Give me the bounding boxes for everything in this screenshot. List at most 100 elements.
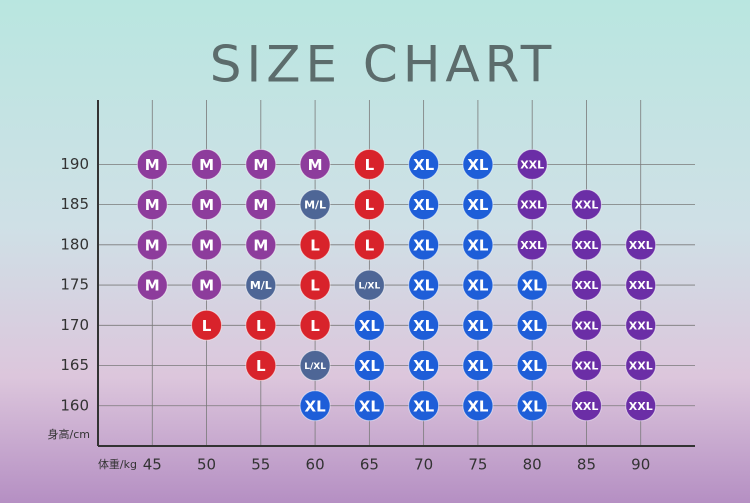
size-label: L — [310, 277, 320, 295]
size-badge — [191, 148, 223, 180]
size-label: M — [145, 196, 160, 214]
size-badge — [408, 390, 440, 422]
size-label: M — [199, 236, 214, 254]
size-label: XL — [467, 236, 489, 254]
size-label: XL — [413, 317, 435, 335]
size-badge — [299, 189, 331, 221]
size-label: XXL — [574, 279, 598, 292]
size-label: L — [365, 196, 375, 214]
size-label: L — [310, 317, 320, 335]
size-badge — [245, 189, 277, 221]
size-badge — [625, 229, 657, 261]
size-label: XL — [467, 357, 489, 375]
x-tick-label: 75 — [468, 456, 487, 474]
size-label: M — [145, 236, 160, 254]
size-badge — [462, 148, 494, 180]
size-label: M — [253, 196, 268, 214]
size-label: XXL — [574, 239, 598, 252]
size-label: XXL — [574, 360, 598, 373]
size-label: M — [145, 277, 160, 295]
x-tick-label: 65 — [360, 456, 379, 474]
size-badge — [245, 309, 277, 341]
x-tick-label: 60 — [306, 456, 325, 474]
y-axis-label: 身高/cm — [48, 427, 90, 441]
size-label: L — [202, 317, 212, 335]
size-label: XL — [413, 397, 435, 415]
size-badge — [516, 229, 548, 261]
size-badge — [625, 269, 657, 301]
chart-title: SIZE CHART — [210, 36, 557, 94]
size-label: M — [199, 196, 214, 214]
size-label: M — [199, 156, 214, 174]
size-badge — [353, 189, 385, 221]
size-badge — [516, 350, 548, 382]
size-label: XL — [467, 156, 489, 174]
y-tick-label: 160 — [60, 396, 89, 414]
size-label: XL — [413, 156, 435, 174]
size-label: XL — [467, 196, 489, 214]
x-tick-label: 45 — [143, 456, 162, 474]
size-badge — [408, 229, 440, 261]
size-badge — [625, 390, 657, 422]
size-label: XL — [467, 397, 489, 415]
size-badge — [570, 350, 602, 382]
y-tick-label: 170 — [60, 316, 89, 334]
size-badge — [408, 309, 440, 341]
size-badge — [191, 189, 223, 221]
size-label: L — [256, 317, 266, 335]
size-badge — [299, 269, 331, 301]
size-badge — [462, 390, 494, 422]
size-label: L — [256, 357, 266, 375]
size-label: M — [308, 156, 323, 174]
size-label: XXL — [629, 360, 653, 373]
x-axis-label: 体重/kg — [98, 457, 137, 471]
size-badge — [462, 229, 494, 261]
size-label: L/XL — [304, 362, 326, 372]
size-badge — [462, 269, 494, 301]
size-label: XL — [522, 357, 544, 375]
size-label: XL — [413, 236, 435, 254]
size-badge — [299, 350, 331, 382]
size-label: XL — [413, 196, 435, 214]
size-badge — [245, 350, 277, 382]
x-tick-label: 85 — [577, 456, 596, 474]
size-label: L — [365, 236, 375, 254]
y-tick-label: 185 — [60, 195, 89, 213]
size-badge — [570, 309, 602, 341]
size-badge — [408, 350, 440, 382]
size-badge — [516, 148, 548, 180]
size-badge — [299, 309, 331, 341]
size-label: XXL — [520, 199, 544, 212]
size-label: L/XL — [359, 282, 381, 292]
size-badge — [245, 148, 277, 180]
size-label: XXL — [574, 400, 598, 413]
size-badge — [570, 269, 602, 301]
size-badge — [299, 390, 331, 422]
size-badge — [516, 269, 548, 301]
size-label: XL — [522, 397, 544, 415]
size-label: L — [310, 236, 320, 254]
size-label: XXL — [629, 279, 653, 292]
size-badge — [245, 269, 277, 301]
size-label: XL — [359, 317, 381, 335]
size-label: XL — [413, 277, 435, 295]
size-badge — [136, 189, 168, 221]
size-badge — [245, 229, 277, 261]
size-badge — [462, 350, 494, 382]
size-label: XL — [359, 357, 381, 375]
size-badge — [353, 309, 385, 341]
size-badge — [516, 189, 548, 221]
size-label: M — [253, 236, 268, 254]
size-badge — [516, 390, 548, 422]
size-badge — [299, 229, 331, 261]
size-badge — [353, 229, 385, 261]
size-label: XXL — [574, 199, 598, 212]
x-tick-label: 80 — [523, 456, 542, 474]
size-badge — [353, 148, 385, 180]
size-badge — [299, 148, 331, 180]
size-badge — [570, 390, 602, 422]
size-label: M/L — [250, 279, 272, 292]
size-label: XL — [359, 397, 381, 415]
size-label: XXL — [520, 239, 544, 252]
size-badge — [408, 269, 440, 301]
